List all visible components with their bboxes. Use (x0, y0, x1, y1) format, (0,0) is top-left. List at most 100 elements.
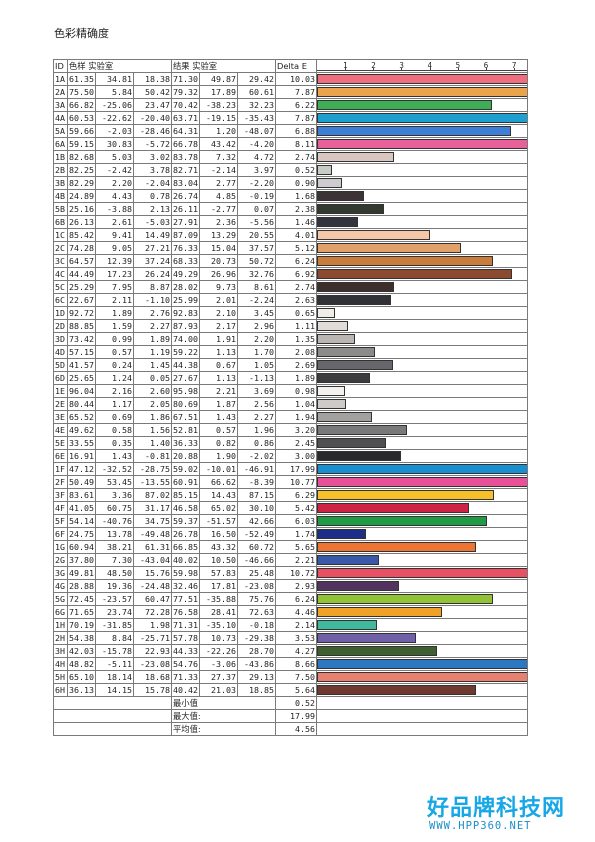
result-b: 29.42 (236, 72, 276, 86)
result-l: 77.51 (170, 592, 200, 606)
row-id: 1B (53, 150, 68, 164)
sample-l: 25.65 (67, 371, 96, 385)
summary-blank (53, 709, 172, 723)
watermark-url: WWW.HPP360.NET (429, 820, 532, 832)
sample-a: -31.85 (94, 618, 134, 632)
delta-e-value: 7.87 (274, 85, 317, 99)
bar-cell (315, 189, 528, 203)
axis-tick-mark (401, 68, 403, 71)
table-row: 3H 42.03 -15.78 22.93 44.33 -22.26 28.70 4.27 (53, 644, 528, 658)
result-a: 2.77 (198, 176, 238, 190)
sample-l: 24.75 (67, 527, 96, 541)
result-a: 43.42 (198, 137, 238, 151)
delta-e-bar (317, 165, 332, 175)
result-a: 1.90 (198, 449, 238, 463)
row-id: 4F (53, 501, 68, 515)
row-id: 3G (53, 566, 68, 580)
sample-l: 75.50 (67, 85, 96, 99)
sample-b: 37.24 (132, 254, 172, 268)
axis-tick-label: 5 (455, 61, 461, 70)
table-row: 6C 22.67 2.11 -1.10 25.99 2.01 -2.24 2.63 (53, 293, 528, 307)
sample-l: 66.82 (67, 98, 96, 112)
bar-cell (315, 72, 528, 86)
row-id: 3A (53, 98, 68, 112)
result-l: 25.99 (170, 293, 200, 307)
result-a: 17.89 (198, 85, 238, 99)
table-row: 5E 33.55 0.35 1.40 36.33 0.82 0.86 2.45 (53, 436, 528, 450)
sample-b: -0.81 (132, 449, 172, 463)
table-row: 4D 57.15 0.57 1.19 59.22 1.13 1.70 2.08 (53, 345, 528, 359)
result-a: -51.57 (198, 514, 238, 528)
delta-e-bar (317, 178, 343, 188)
delta-e-bar (317, 451, 402, 461)
table-row: 6B 26.13 2.61 -5.03 27.91 2.36 -5.56 1.46 (53, 215, 528, 229)
result-l: 26.74 (170, 189, 200, 203)
sample-l: 65.10 (67, 670, 96, 684)
result-l: 64.31 (170, 124, 200, 138)
result-l: 63.71 (170, 111, 200, 125)
row-id: 5D (53, 358, 68, 372)
delta-e-bar (317, 334, 355, 344)
result-a: 2.17 (198, 319, 238, 333)
sample-l: 60.53 (67, 111, 96, 125)
row-id: 1H (53, 618, 68, 632)
result-a: 20.73 (198, 254, 238, 268)
bar-cell (315, 618, 528, 632)
sample-a: -15.78 (94, 644, 134, 658)
result-l: 83.04 (170, 176, 200, 190)
sample-l: 71.65 (67, 605, 96, 619)
delta-e-bar (317, 477, 527, 487)
sample-b: 1.86 (132, 410, 172, 424)
sample-a: -23.57 (94, 592, 134, 606)
result-a: 65.02 (198, 501, 238, 515)
delta-e-bar (317, 425, 407, 435)
delta-e-bar (317, 139, 527, 149)
result-a: 26.96 (198, 267, 238, 281)
row-id: 6E (53, 449, 68, 463)
sample-a: 5.03 (94, 150, 134, 164)
result-l: 59.37 (170, 514, 200, 528)
row-id: 5C (53, 280, 68, 294)
delta-e-bar (317, 87, 527, 97)
delta-e-value: 4.27 (274, 644, 317, 658)
sample-a: 1.24 (94, 371, 134, 385)
delta-e-value: 8.66 (274, 657, 317, 671)
row-id: 2D (53, 319, 68, 333)
result-b: 32.23 (236, 98, 276, 112)
result-a: 0.57 (198, 423, 238, 437)
bar-cell (315, 345, 528, 359)
bar-cell (315, 540, 528, 554)
delta-e-value: 0.52 (274, 163, 317, 177)
result-b: -52.49 (236, 527, 276, 541)
delta-e-value: 3.53 (274, 631, 317, 645)
sample-b: 2.13 (132, 202, 172, 216)
table-row: 6A 59.15 30.83 -5.72 66.78 43.42 -4.20 8.11 (53, 137, 528, 151)
result-a: -35.88 (198, 592, 238, 606)
sample-a: 0.69 (94, 410, 134, 424)
sample-a: 17.23 (94, 267, 134, 281)
result-b: -2.24 (236, 293, 276, 307)
result-b: 32.76 (236, 267, 276, 281)
bar-cell (315, 410, 528, 424)
summary-row: 最小值 0.52 (53, 696, 528, 710)
result-b: 30.10 (236, 501, 276, 515)
sample-b: 3.02 (132, 150, 172, 164)
delta-e-value: 6.92 (274, 267, 317, 281)
bar-cell (315, 202, 528, 216)
table-row: 4H 48.82 -5.11 -23.08 54.76 -3.06 -43.86 8.66 (53, 657, 528, 671)
result-l: 68.33 (170, 254, 200, 268)
bar-cell (315, 280, 528, 294)
axis-tick-mark (457, 68, 459, 71)
delta-e-bar (317, 464, 527, 474)
sample-l: 96.04 (67, 384, 96, 398)
row-id: 2F (53, 475, 68, 489)
axis-tick-mark (429, 68, 431, 71)
sample-l: 82.25 (67, 163, 96, 177)
delta-e-value: 1.89 (274, 371, 317, 385)
result-b: 29.13 (236, 670, 276, 684)
table-row: 6E 16.91 1.43 -0.81 20.88 1.90 -2.02 3.00 (53, 449, 528, 463)
sample-b: 60.47 (132, 592, 172, 606)
row-id: 5A (53, 124, 68, 138)
sample-a: 9.05 (94, 241, 134, 255)
result-b: 42.66 (236, 514, 276, 528)
